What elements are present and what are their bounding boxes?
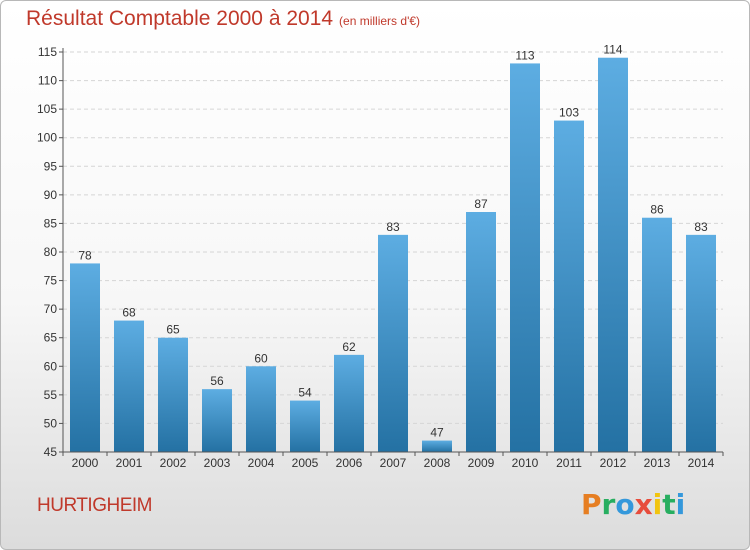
y-tick-label: 90 (44, 188, 58, 202)
x-tick-label: 2014 (688, 456, 715, 470)
bar-2006 (334, 354, 364, 452)
logo-letter: r (601, 488, 616, 521)
bar-2011 (554, 120, 584, 453)
bar-2000 (70, 263, 100, 452)
x-tick-label: 2006 (336, 456, 363, 470)
y-tick-label: 45 (44, 445, 58, 459)
y-tick-label: 50 (44, 416, 58, 430)
y-tick-label: 95 (44, 159, 58, 173)
x-tick-label: 2008 (424, 456, 451, 470)
x-tick-label: 2012 (600, 456, 627, 470)
proxiti-logo[interactable]: Proxiti (581, 488, 685, 521)
bar-2014 (686, 234, 716, 452)
bar-2012 (598, 57, 628, 452)
data-label-2002: 65 (166, 323, 180, 337)
bar-2010 (510, 63, 540, 453)
data-label-2008: 47 (430, 426, 444, 440)
x-tick-label: 2009 (468, 456, 495, 470)
bar-2005 (290, 400, 320, 452)
x-tick-label: 2011 (556, 456, 582, 470)
data-label-2011: 103 (559, 106, 579, 120)
x-tick-label: 2010 (512, 456, 539, 470)
bar-2013 (642, 217, 672, 452)
x-tick-label: 2000 (72, 456, 99, 470)
data-label-2006: 62 (342, 340, 356, 354)
y-tick-label: 65 (44, 331, 58, 345)
logo-letter: P (581, 488, 602, 521)
x-tick-label: 2013 (644, 456, 671, 470)
data-label-2000: 78 (78, 248, 92, 262)
x-tick-label: 2005 (292, 456, 319, 470)
y-tick-label: 70 (44, 302, 58, 316)
y-tick-label: 115 (38, 45, 57, 59)
bar-2003 (202, 389, 232, 452)
y-tick-label: 100 (37, 131, 57, 145)
bar-2009 (466, 212, 496, 452)
bar-2007 (378, 234, 408, 452)
data-label-2010: 113 (515, 48, 534, 62)
chart-title-text: Résultat Comptable 2000 à 2014 (26, 7, 334, 30)
logo-letter: t (662, 488, 676, 521)
data-label-2012: 114 (603, 43, 622, 57)
y-tick-label: 85 (44, 216, 58, 230)
x-tick-label: 2002 (160, 456, 187, 470)
bars: 78 68 65 56 60 54 62 83 47 87 113 103 114 86 83 (70, 43, 716, 453)
x-tick-label: 2003 (204, 456, 231, 470)
y-tick-label: 75 (44, 274, 58, 288)
x-tick-label: 2004 (248, 456, 275, 470)
logo-letter: i (675, 488, 686, 521)
y-tick-label: 110 (38, 74, 57, 88)
data-label-2014: 83 (694, 220, 708, 234)
commune-name: HURTIGHEIM (37, 495, 152, 516)
unit-note: (en milliers d'€) (339, 14, 421, 28)
bar-2008 (422, 440, 452, 452)
bar-2004 (246, 366, 276, 452)
y-tick-label: 60 (44, 359, 58, 373)
axes: 45 50 55 60 65 70 75 80 85 90 95 100 105 110 115 2000 20… (37, 45, 724, 470)
data-label-2013: 86 (650, 203, 664, 217)
data-label-2007: 83 (386, 220, 400, 234)
y-tick-label: 105 (37, 102, 57, 116)
y-tick-label: 55 (44, 388, 58, 402)
data-label-2001: 68 (122, 306, 136, 320)
data-label-2005: 54 (298, 386, 312, 400)
chart-title: Résultat Comptable 2000 à 2014 (en millie… (26, 7, 420, 31)
data-label-2009: 87 (474, 197, 488, 211)
x-tick-label: 2007 (380, 456, 407, 470)
logo-letter: i (652, 488, 663, 521)
x-tick-label: 2001 (116, 456, 143, 470)
bar-2001 (114, 320, 144, 452)
data-label-2003: 56 (210, 374, 224, 388)
logo-letter: x (634, 488, 653, 521)
y-tick-label: 80 (44, 245, 58, 259)
logo-letter: o (615, 488, 635, 521)
data-label-2004: 60 (254, 351, 268, 365)
bar-2002 (158, 337, 188, 452)
